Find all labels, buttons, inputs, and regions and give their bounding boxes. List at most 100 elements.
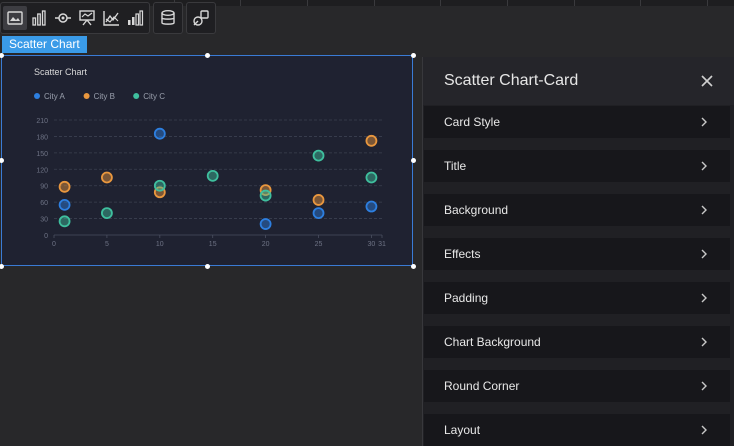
section-label: Chart Background <box>444 335 541 349</box>
ruler-tick <box>640 0 641 6</box>
scatter-point <box>312 207 325 219</box>
board-button[interactable] <box>75 6 99 30</box>
bar-chart-button[interactable] <box>27 6 51 30</box>
section-label: Title <box>444 159 467 173</box>
x-tick-label: 31 <box>378 241 386 248</box>
panel-title: Scatter Chart-Card <box>444 72 579 89</box>
scatter-chart-button[interactable] <box>51 6 75 30</box>
scatter-point <box>58 215 71 228</box>
section-title[interactable]: Title <box>424 150 730 182</box>
scatter-point <box>259 189 272 202</box>
scatter-chart-card[interactable]: Scatter Chart City A City B City C 0 30 60 90 12… <box>1 55 413 266</box>
shape-tools-group <box>186 2 216 34</box>
axis-chart-icon <box>103 11 119 26</box>
axis-chart-button[interactable] <box>99 6 123 30</box>
scatter-point <box>153 179 166 192</box>
y-tick-label: 0 <box>44 233 48 240</box>
resize-handle-bottom-left[interactable] <box>0 264 4 269</box>
y-tick-label: 180 <box>36 134 48 141</box>
section-label: Card Style <box>444 115 501 129</box>
section-label: Background <box>444 203 509 217</box>
ruler-tick <box>374 0 375 6</box>
legend-marker <box>83 93 90 99</box>
scatter-point <box>206 169 219 182</box>
image-chart-button[interactable] <box>3 6 27 30</box>
y-tick-label: 60 <box>40 200 48 207</box>
resize-handle-top-right[interactable] <box>411 53 416 58</box>
section-card-style[interactable]: Card Style <box>424 106 730 138</box>
bar-chart-icon <box>32 10 46 26</box>
scatter-point <box>101 171 113 184</box>
close-icon[interactable] <box>700 74 714 88</box>
section-background[interactable]: Background <box>424 194 730 226</box>
section-round-corner[interactable]: Round Corner <box>424 370 730 402</box>
chevron-right-icon <box>701 381 707 391</box>
scatter-point <box>259 218 272 230</box>
scatter-point <box>58 180 71 193</box>
section-label: Effects <box>444 247 481 261</box>
ruler-tick <box>440 0 441 6</box>
bar-stack-button[interactable] <box>123 6 147 30</box>
chevron-right-icon <box>701 117 707 127</box>
chevron-right-icon <box>701 425 707 435</box>
chevron-right-icon <box>701 293 707 303</box>
legend-label: City B <box>94 92 115 101</box>
ruler-tick <box>574 0 575 6</box>
resize-handle-right[interactable] <box>411 158 416 163</box>
scatter-point <box>365 134 378 147</box>
image-chart-icon <box>7 11 23 25</box>
ruler-tick <box>240 0 241 6</box>
board-icon <box>79 10 95 26</box>
scatter-chart-icon <box>55 13 71 23</box>
section-label: Round Corner <box>444 379 520 393</box>
x-tick-label: 25 <box>315 241 323 248</box>
section-label: Layout <box>444 423 481 437</box>
resize-handle-bottom-right[interactable] <box>411 264 416 269</box>
database-button[interactable] <box>156 6 180 30</box>
chevron-right-icon <box>701 249 707 259</box>
database-icon <box>161 10 175 25</box>
legend-label: City C <box>143 92 165 101</box>
resize-handle-top-left[interactable] <box>0 53 4 58</box>
resize-handle-top[interactable] <box>205 53 210 58</box>
properties-panel: Scatter Chart-Card Card Style Title Back… <box>422 57 734 446</box>
x-tick-label: 0 <box>52 241 56 248</box>
legend-marker <box>34 93 40 99</box>
shapes-icon <box>193 10 209 26</box>
x-tick-label: 30 <box>368 241 376 248</box>
section-effects[interactable]: Effects <box>424 238 730 270</box>
component-name-tag[interactable]: Scatter Chart <box>2 36 87 53</box>
y-tick-label: 150 <box>36 151 48 158</box>
scatter-point <box>312 194 325 206</box>
bar-stack-icon <box>128 10 144 26</box>
data-tools-group <box>153 2 183 34</box>
section-chart-background[interactable]: Chart Background <box>424 326 730 358</box>
scatter-point <box>153 127 166 140</box>
y-tick-label: 30 <box>40 217 48 224</box>
resize-handle-left[interactable] <box>0 158 4 163</box>
scatter-point <box>365 171 378 184</box>
component-toolbar <box>0 2 219 34</box>
ruler-tick <box>707 0 708 6</box>
resize-handle-bottom[interactable] <box>205 264 210 269</box>
scatter-chart[interactable]: Scatter Chart City A City B City C 0 30 60 90 12… <box>2 56 412 265</box>
chevron-right-icon <box>701 337 707 347</box>
section-padding[interactable]: Padding <box>424 282 730 314</box>
section-layout[interactable]: Layout <box>424 414 730 446</box>
scatter-point <box>312 149 325 162</box>
ruler-tick <box>507 0 508 6</box>
legend-marker <box>133 93 140 99</box>
scatter-point <box>101 207 113 219</box>
chart-title: Scatter Chart <box>34 67 88 77</box>
chevron-right-icon <box>701 161 707 171</box>
x-tick-label: 15 <box>209 241 217 248</box>
x-tick-label: 5 <box>105 241 109 248</box>
chart-tools-group <box>0 2 150 34</box>
legend-label: City A <box>44 92 66 101</box>
ruler-tick <box>307 0 308 6</box>
panel-header: Scatter Chart-Card <box>423 57 734 105</box>
x-tick-label: 20 <box>262 241 270 248</box>
chevron-right-icon <box>701 205 707 215</box>
shapes-button[interactable] <box>189 6 213 30</box>
y-tick-label: 210 <box>36 118 48 125</box>
